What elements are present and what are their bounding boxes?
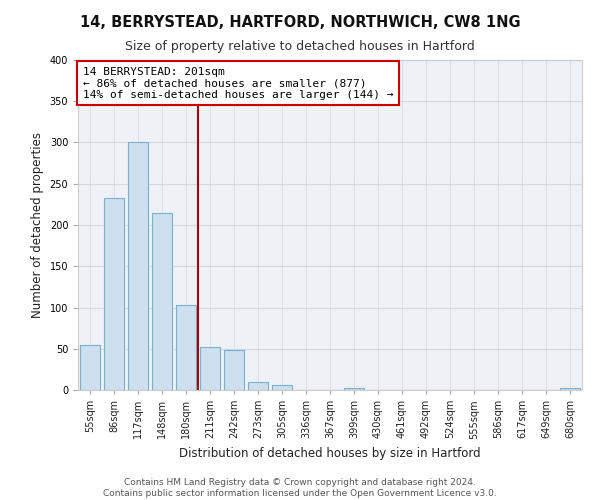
Bar — [344, 388, 364, 390]
X-axis label: Distribution of detached houses by size in Hartford: Distribution of detached houses by size … — [179, 447, 481, 460]
Y-axis label: Number of detached properties: Number of detached properties — [31, 132, 44, 318]
Bar — [104, 198, 124, 390]
Bar — [560, 388, 580, 390]
Bar — [176, 305, 196, 390]
Text: Contains HM Land Registry data © Crown copyright and database right 2024.
Contai: Contains HM Land Registry data © Crown c… — [103, 478, 497, 498]
Bar — [200, 347, 220, 390]
Bar — [152, 212, 172, 390]
Text: 14, BERRYSTEAD, HARTFORD, NORTHWICH, CW8 1NG: 14, BERRYSTEAD, HARTFORD, NORTHWICH, CW8… — [80, 15, 520, 30]
Bar — [248, 382, 268, 390]
Text: Size of property relative to detached houses in Hartford: Size of property relative to detached ho… — [125, 40, 475, 53]
Bar — [224, 350, 244, 390]
Bar — [128, 142, 148, 390]
Bar — [80, 346, 100, 390]
Bar — [272, 385, 292, 390]
Text: 14 BERRYSTEAD: 201sqm
← 86% of detached houses are smaller (877)
14% of semi-det: 14 BERRYSTEAD: 201sqm ← 86% of detached … — [83, 66, 394, 100]
